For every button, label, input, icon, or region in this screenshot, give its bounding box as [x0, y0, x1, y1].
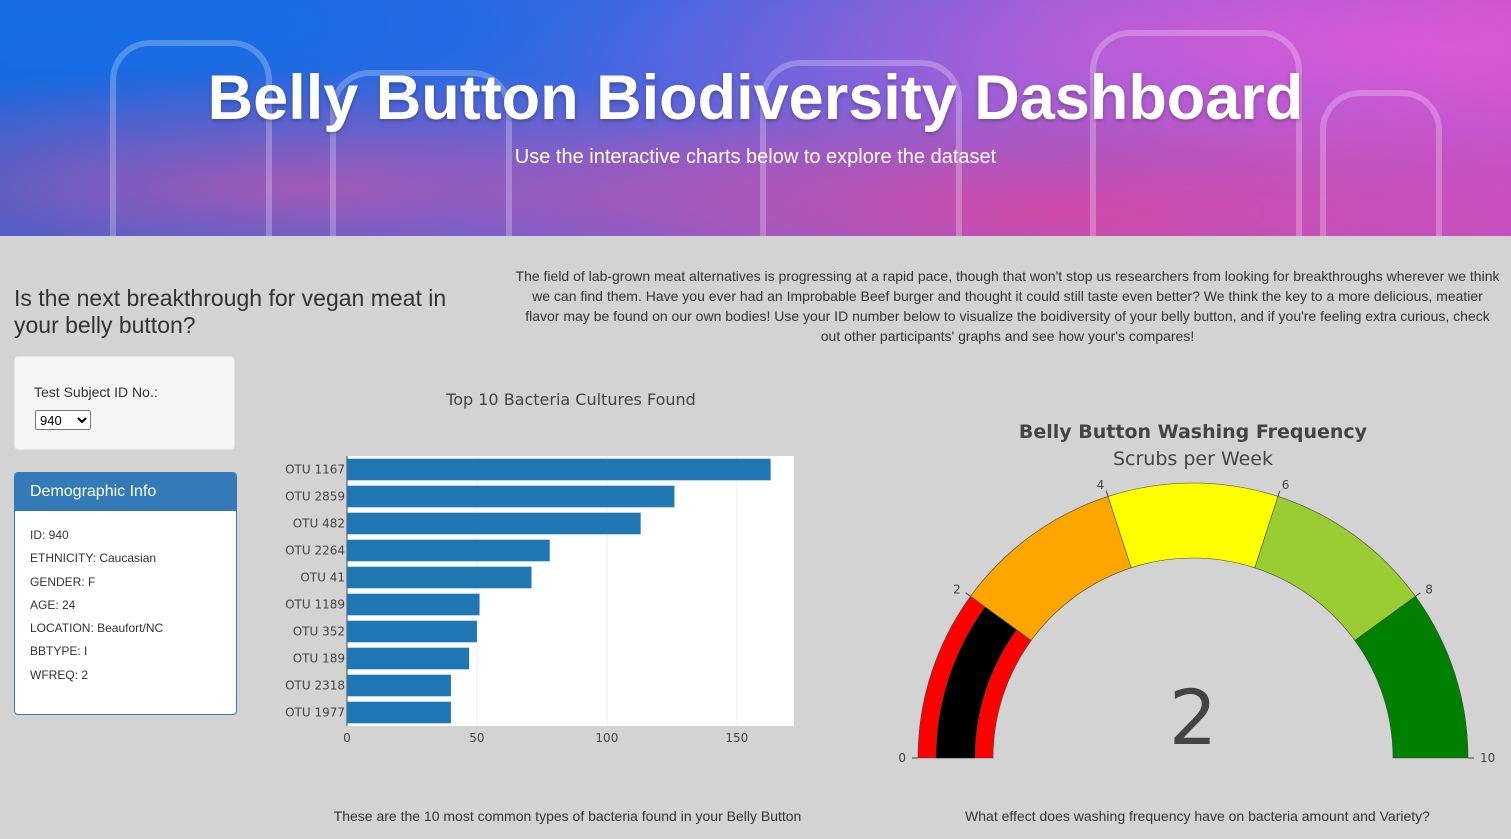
gauge-tick [1415, 592, 1421, 597]
bar-mark [347, 458, 771, 481]
bar-category-label: OTU 482 [293, 517, 345, 531]
gauge-title: Belly Button Washing Frequency [1018, 421, 1368, 443]
banner-decoration [330, 70, 512, 236]
gauge-tick-label: 0 [898, 751, 906, 765]
demographic-ethnicity: ETHNICITY: Caucasian [30, 551, 157, 566]
bar-mark [347, 701, 451, 724]
gauge-tick-label: 6 [1282, 478, 1290, 492]
banner-decoration [1320, 90, 1442, 236]
gauge-tick-label: 2 [953, 582, 961, 596]
gauge-tick-label: 10 [1480, 751, 1495, 765]
bar-chart[interactable]: 0 50 100 150 OTU 1167 OTU 2859 OTU 482 OTU 2264… [280, 446, 810, 746]
gauge-chart: 0 2 4 6 8 10 2 [898, 478, 1495, 765]
bar-mark [347, 566, 532, 589]
bar-chart-caption: These are the 10 most common types of ba… [333, 808, 802, 824]
demographic-panel-title: Demographic Info [15, 473, 236, 511]
gauge-tick-label: 4 [1097, 478, 1105, 492]
page-title: Belly Button Biodiversity Dashboard [207, 63, 1304, 133]
bar-category-label: OTU 1977 [285, 706, 345, 720]
gauge-subtitle: Scrubs per Week [1112, 448, 1273, 470]
bar-mark [347, 539, 550, 562]
bar-category-label: OTU 1167 [285, 463, 345, 477]
banner-decoration [110, 40, 272, 236]
bar-category-label: OTU 2264 [285, 544, 345, 558]
gauge-value-bar [935, 606, 1018, 759]
gauge-step [1107, 482, 1279, 569]
demographic-bbtype: BBTYPE: I [30, 644, 88, 659]
subject-id-select[interactable]: 940 [35, 410, 91, 430]
header-banner: Belly Button Biodiversity Dashboard Use … [0, 0, 1511, 236]
gauge-chart-caption: What effect does washing frequency have … [965, 808, 1430, 824]
demographic-gender: GENDER: F [30, 574, 96, 589]
intro-paragraph: The field of lab-grown meat alternatives… [515, 268, 1500, 344]
banner-decoration [1090, 30, 1302, 236]
demographic-id: ID: 940 [30, 528, 69, 542]
bar-category-label: OTU 352 [293, 625, 345, 639]
bar-x-tick-label: 150 [725, 731, 748, 745]
subject-selector-label: Test Subject ID No.: [34, 384, 158, 400]
section-question: Is the next breakthrough for vegan meat … [14, 285, 447, 338]
bar-mark [347, 485, 675, 508]
bar-x-tick-label: 100 [595, 731, 618, 745]
bar-category-label: OTU 2859 [285, 490, 345, 504]
demographic-wfreq: WFREQ: 2 [30, 667, 89, 682]
bar-x-tick-label: 0 [343, 731, 351, 745]
page-subtitle: Use the interactive charts below to expl… [514, 146, 997, 168]
bar-x-tick-label: 50 [469, 731, 484, 745]
demographic-panel: Demographic Info ID: 940 ETHNICITY: Cauc… [14, 472, 237, 715]
gauge-value-label: 2 [1169, 673, 1217, 762]
bar-category-label: OTU 189 [293, 652, 345, 666]
bar-mark [347, 674, 451, 697]
bar-mark [347, 647, 470, 670]
demographic-location: LOCATION: Beaufort/NC [30, 621, 164, 636]
bar-category-label: OTU 41 [300, 571, 345, 585]
demographic-age: AGE: 24 [30, 597, 76, 612]
bar-mark [347, 593, 480, 616]
demographic-panel-body: ID: 940 ETHNICITY: Caucasian GENDER: F A… [15, 511, 236, 708]
gauge-tick [1105, 490, 1109, 497]
banner-decoration [760, 60, 962, 236]
bar-mark [347, 512, 641, 535]
gauge-tick [965, 592, 971, 597]
gauge-tick-label: 8 [1425, 582, 1433, 596]
subject-selector-well: Test Subject ID No.: 940 [14, 356, 235, 450]
gauge-tick [1277, 490, 1281, 497]
bar-category-label: OTU 1189 [285, 598, 345, 612]
bar-chart-title: Top 10 Bacteria Cultures Found [446, 390, 696, 409]
bar-mark [347, 620, 477, 643]
bar-category-label: OTU 2318 [285, 679, 345, 693]
